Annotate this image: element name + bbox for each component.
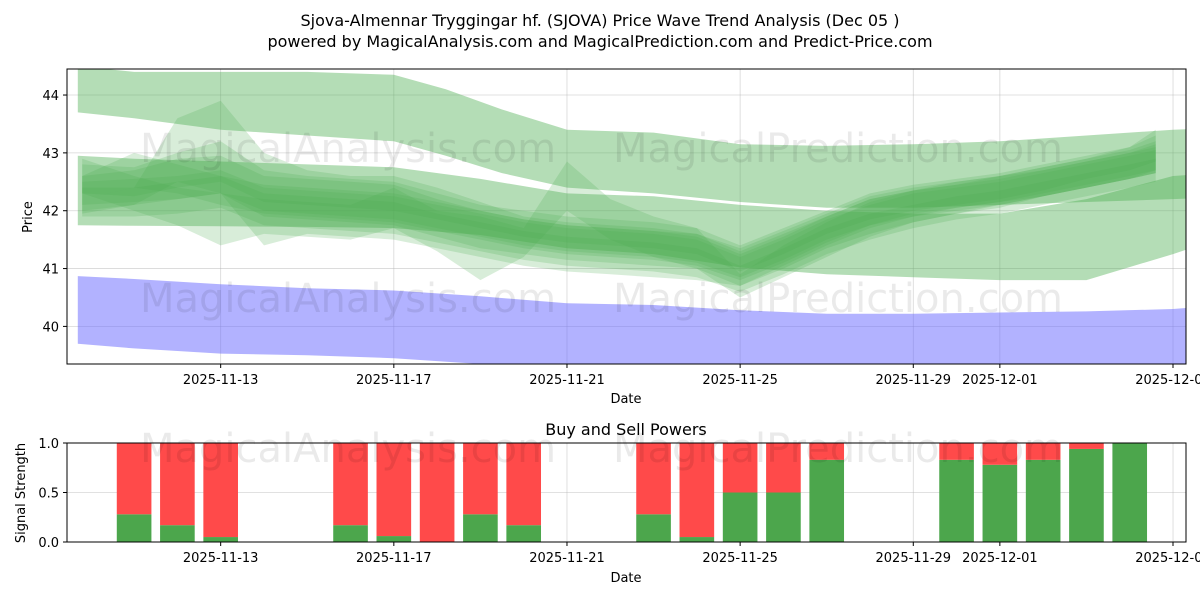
price-x-axis: 2025-11-13 2025-11-17 2025-11-21 2025-11-25…	[183, 364, 1200, 388]
band-wave-2	[82, 150, 1156, 278]
signal-xtick-label: 2025-11-21	[529, 551, 605, 566]
watermark-analysis-1: MagicalAnalysis.com	[140, 126, 556, 172]
signal-ytick-label: 0.5	[38, 487, 59, 502]
price-ytick-label: 43	[42, 147, 59, 162]
signal-xtick-label: 2025-11-17	[356, 551, 432, 566]
price-x-axis-label: Date	[610, 392, 641, 407]
buy-bar	[722, 492, 758, 542]
band-wave-6	[82, 100, 1156, 286]
sell-bar	[203, 443, 238, 538]
price-ytick-label: 40	[42, 320, 59, 335]
sell-bar	[1069, 443, 1104, 449]
signal-x-axis: 2025-11-13 2025-11-17 2025-11-21 2025-11-25…	[183, 542, 1200, 566]
price-plot-frame	[66, 68, 1187, 365]
sell-bar	[766, 443, 801, 493]
band-lower-wave-band	[77, 276, 1186, 364]
buy-bar	[376, 536, 412, 542]
sell-bar	[636, 443, 671, 515]
price-xtick-label: 2025-12-05	[1135, 373, 1200, 388]
sell-bar	[506, 443, 542, 526]
band-wave-5	[82, 141, 1156, 298]
watermark-analysis-2: MagicalAnalysis.com	[140, 276, 556, 322]
sell-bar	[463, 443, 498, 515]
sell-bar	[116, 443, 152, 515]
buy-bar	[203, 537, 238, 542]
sell-bar	[809, 443, 845, 460]
price-y-axis: 40 41 42 43 44	[42, 89, 67, 335]
price-xtick-label: 2025-11-21	[529, 373, 605, 388]
buy-bar	[160, 525, 195, 542]
signal-bars	[116, 443, 1148, 542]
price-grid	[67, 69, 1186, 364]
buy-bar	[1025, 459, 1061, 542]
signal-xtick-label: 2025-11-13	[183, 551, 259, 566]
watermark-prediction-3: MagicalPrediction.com	[613, 426, 1063, 472]
buy-bar	[333, 525, 368, 542]
buy-bar	[116, 514, 152, 542]
band-wave-7	[82, 144, 1156, 281]
signal-xtick-label: 2025-12-01	[962, 551, 1038, 566]
buy-bar	[982, 464, 1018, 542]
buy-bar	[636, 514, 671, 542]
band-upper-wave-band	[77, 69, 1186, 208]
sell-bar	[419, 443, 455, 542]
price-xtick-label: 2025-11-13	[183, 373, 259, 388]
main-title-line2: powered by MagicalAnalysis.com and Magic…	[267, 32, 932, 51]
sell-bar	[376, 443, 412, 537]
band-wave-4	[82, 158, 1156, 292]
band-mid-wave-band	[77, 155, 1186, 281]
price-xtick-label: 2025-11-17	[356, 373, 432, 388]
price-y-axis-label: Price	[21, 201, 36, 233]
sell-bar	[982, 443, 1018, 465]
buy-sell-title: Buy and Sell Powers	[545, 420, 707, 439]
signal-xtick-label: 2025-11-25	[702, 551, 778, 566]
watermark-prediction-1: MagicalPrediction.com	[613, 126, 1063, 172]
price-bands	[77, 69, 1186, 364]
price-ytick-label: 42	[42, 205, 59, 220]
band-wave-1	[82, 147, 1156, 286]
buy-bar	[939, 459, 974, 542]
price-ytick-label: 44	[42, 89, 59, 104]
signal-xtick-label: 2025-11-29	[876, 551, 952, 566]
signal-xtick-label: 2025-12-05	[1135, 551, 1200, 566]
price-xtick-label: 2025-11-29	[876, 373, 952, 388]
watermark-prediction-2: MagicalPrediction.com	[613, 276, 1063, 322]
buy-bar	[766, 492, 801, 542]
price-xtick-label: 2025-11-25	[702, 373, 778, 388]
band-wave-3	[82, 135, 1156, 272]
signal-y-axis: 0.0 0.5 1.0	[38, 437, 67, 551]
buy-bar	[809, 459, 845, 542]
buy-bar	[463, 514, 498, 542]
signal-ytick-label: 0.0	[38, 536, 59, 551]
price-watermarks: MagicalAnalysis.com MagicalPrediction.co…	[140, 126, 1063, 322]
buy-sell-chart: Buy and Sell Powers MagicalAnalysis.com …	[14, 420, 1200, 586]
watermark-analysis-3: MagicalAnalysis.com	[140, 426, 556, 472]
signal-x-axis-label: Date	[610, 571, 641, 586]
sell-bar	[333, 443, 368, 526]
signal-ytick-label: 1.0	[38, 437, 59, 452]
buy-bar	[1069, 448, 1104, 542]
price-xtick-label: 2025-12-01	[962, 373, 1038, 388]
sell-bar	[1025, 443, 1061, 460]
buy-bar	[679, 537, 715, 542]
sell-bar	[160, 443, 195, 526]
sell-bar	[722, 443, 758, 493]
price-wave-chart: MagicalAnalysis.com MagicalPrediction.co…	[21, 68, 1200, 407]
buy-bar	[506, 525, 542, 542]
buy-bar	[1112, 443, 1148, 542]
price-ytick-label: 41	[42, 263, 59, 278]
main-title-line1: Sjova-Almennar Tryggingar hf. (SJOVA) Pr…	[300, 11, 899, 30]
signal-y-axis-label: Signal Strength	[14, 443, 29, 543]
sell-bar	[679, 443, 715, 538]
sell-bar	[939, 443, 974, 460]
signal-watermarks: MagicalAnalysis.com MagicalPrediction.co…	[140, 426, 1063, 472]
